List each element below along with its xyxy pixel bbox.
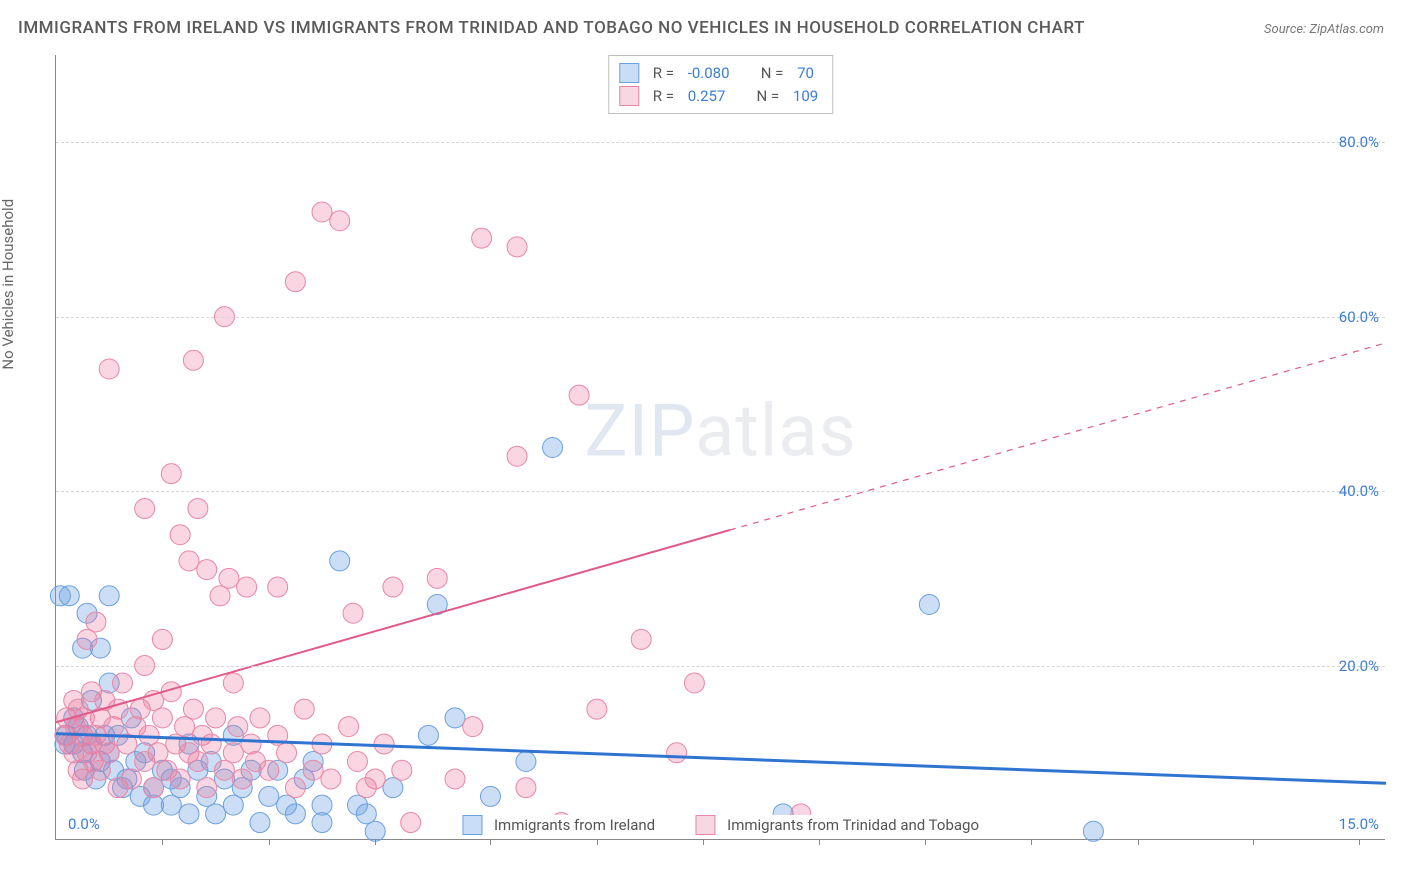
r-value-1: -0.080 <box>688 62 730 85</box>
n-value-2: 109 <box>793 85 818 108</box>
n-label-1: N = <box>761 62 787 85</box>
stats-box: R = -0.080 N = 70 R = 0.257 N = 109 <box>608 55 833 114</box>
chart-title: IMMIGRANTS FROM IRELAND VS IMMIGRANTS FR… <box>18 18 1085 38</box>
y-axis-label: No Vehicles in Household <box>0 199 17 370</box>
legend-item-1: Immigrants from Ireland <box>462 815 655 835</box>
x-max-label: 15.0% <box>1339 815 1379 833</box>
swatch-series-2 <box>619 86 639 106</box>
stats-row-2: R = 0.257 N = 109 <box>619 85 818 108</box>
plot-area: ZIPatlas R = -0.080 N = 70 R = 0.257 N =… <box>55 55 1385 840</box>
legend-swatch-1 <box>462 815 482 835</box>
n-value-1: 70 <box>797 62 814 85</box>
x-min-label: 0.0% <box>68 815 100 833</box>
legend-label-2: Immigrants from Trinidad and Tobago <box>727 816 979 834</box>
y-tick-label: 40.0% <box>1339 482 1379 500</box>
y-tick-label: 60.0% <box>1339 308 1379 326</box>
legend-item-2: Immigrants from Trinidad and Tobago <box>695 815 979 835</box>
y-tick-label: 20.0% <box>1339 657 1379 675</box>
bottom-legend: Immigrants from Ireland Immigrants from … <box>454 815 987 835</box>
legend-swatch-2 <box>695 815 715 835</box>
r-label-1: R = <box>653 62 678 85</box>
plot-svg <box>56 55 1385 839</box>
source-label: Source: ZipAtlas.com <box>1264 22 1384 37</box>
n-label-2: N = <box>757 85 783 108</box>
y-tick-label: 80.0% <box>1339 133 1379 151</box>
swatch-series-1 <box>619 63 639 83</box>
r-label-2: R = <box>653 85 678 108</box>
legend-label-1: Immigrants from Ireland <box>494 816 655 834</box>
r-value-2: 0.257 <box>688 85 726 108</box>
stats-row-1: R = -0.080 N = 70 <box>619 62 818 85</box>
